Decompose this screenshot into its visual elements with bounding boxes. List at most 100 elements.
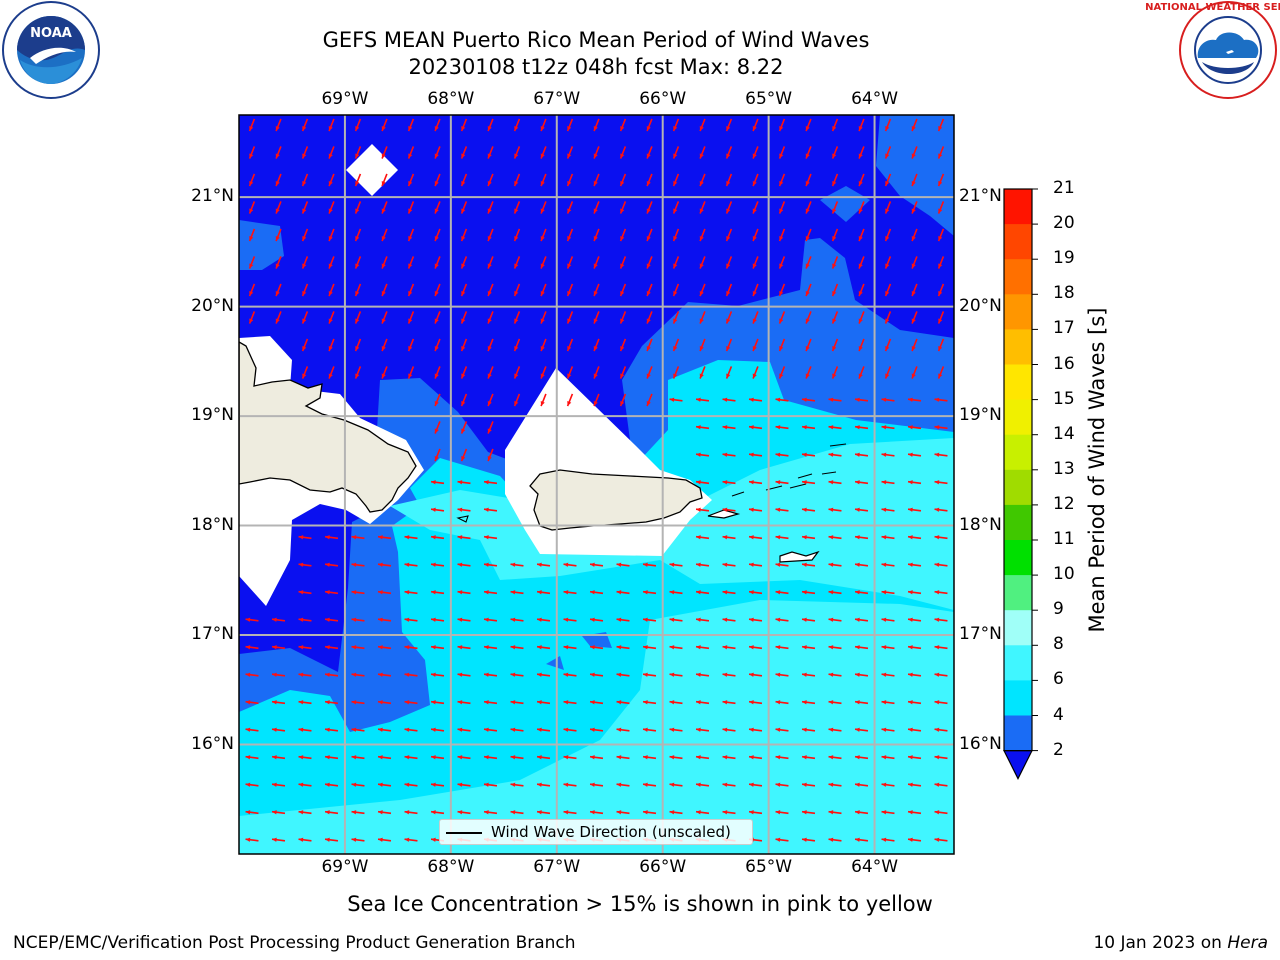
wave-direction-arrow: [828, 397, 842, 402]
wave-direction-arrow: [775, 672, 789, 677]
wave-direction-arrow: [858, 146, 865, 159]
wave-direction-arrow: [404, 755, 418, 760]
wave-direction-arrow: [616, 590, 630, 595]
colorbar-tick-label: 14: [1053, 423, 1075, 444]
wave-direction-arrow: [672, 311, 680, 324]
wave-direction-arrow: [937, 256, 945, 269]
wave-direction-arrow: [828, 590, 842, 595]
wave-direction-arrow: [775, 810, 789, 815]
wave-direction-arrow: [381, 366, 388, 379]
wave-direction-arrow: [536, 810, 551, 815]
colorbar-tick-label: 18: [1053, 283, 1075, 304]
wave-direction-arrow: [722, 425, 736, 430]
wave-direction-arrow: [672, 283, 680, 297]
wave-direction-arrow: [328, 228, 335, 242]
wave-direction-arrow: [301, 201, 309, 214]
wave-direction-arrow: [510, 562, 524, 567]
wave-direction-arrow: [725, 366, 733, 379]
legend-label: Wind Wave Direction (unscaled): [491, 823, 731, 841]
wave-direction-arrow: [510, 590, 524, 595]
wave-direction-arrow: [593, 146, 600, 159]
wave-direction-arrow: [775, 617, 789, 622]
wave-direction-arrow: [589, 727, 604, 732]
axis-tick-label: 66°W: [639, 89, 687, 109]
wave-direction-arrow: [536, 617, 551, 622]
wave-direction-arrow: [430, 727, 445, 732]
wave-direction-arrow: [324, 755, 339, 760]
wave-direction-arrow: [642, 782, 657, 787]
wave-direction-arrow: [748, 672, 763, 677]
colorbar-swatch: [1004, 224, 1032, 260]
wave-direction-arrow: [434, 228, 441, 242]
land-vieques: [707, 509, 741, 519]
wave-direction-arrow: [404, 672, 418, 677]
wave-direction-arrow: [778, 256, 786, 269]
wave-direction-arrow: [377, 837, 392, 842]
wave-direction-arrow: [695, 782, 710, 787]
axis-tick-label: 20°N: [959, 295, 1002, 316]
wave-direction-arrow: [748, 700, 763, 705]
colorbar-swatch: [1004, 329, 1032, 365]
wave-direction-arrow: [672, 201, 680, 214]
wave-direction-arrow: [934, 727, 948, 732]
wave-direction-arrow: [298, 645, 312, 650]
wave-direction-arrow: [805, 256, 812, 269]
wave-direction-arrow: [245, 782, 259, 787]
footer-host: Hera: [1227, 933, 1268, 953]
wave-direction-arrow: [801, 810, 816, 815]
axis-tick-label: 16°N: [959, 733, 1002, 754]
wave-direction-arrow: [248, 256, 256, 269]
wave-direction-arrow: [248, 173, 256, 187]
wave-direction-arrow: [324, 645, 339, 650]
wave-direction-arrow: [328, 256, 335, 269]
wave-direction-arrow: [722, 645, 736, 650]
wave-direction-arrow: [540, 338, 547, 352]
wave-direction-arrow: [907, 617, 922, 622]
wave-direction-arrow: [831, 146, 839, 159]
wave-direction-arrow: [457, 535, 471, 540]
wave-direction-arrow: [801, 507, 816, 512]
wave-direction-arrow: [301, 118, 309, 132]
wave-direction-arrow: [748, 425, 763, 430]
wave-direction-arrow: [407, 173, 415, 187]
axis-tick-label: 68°W: [427, 857, 475, 877]
wave-direction-arrow: [907, 645, 922, 650]
wave-direction-arrow: [937, 366, 945, 379]
wave-direction-arrow: [934, 452, 948, 457]
wave-direction-arrow: [669, 700, 683, 705]
wave-direction-arrow: [460, 393, 468, 407]
wave-direction-arrow: [669, 617, 683, 622]
wave-direction-arrow: [248, 311, 256, 324]
wave-direction-arrow: [907, 507, 922, 512]
wave-direction-arrow: [937, 311, 945, 324]
colorbar-extend-arrow: [1003, 750, 1033, 780]
wave-direction-arrow: [854, 645, 869, 650]
wave-direction-arrow: [271, 617, 286, 622]
wave-direction-arrow: [881, 782, 895, 787]
wave-direction-arrow: [354, 338, 362, 352]
wave-direction-arrow: [536, 590, 551, 595]
wave-direction-arrow: [328, 338, 335, 352]
colorbar-tick-label: 17: [1053, 318, 1075, 339]
wave-direction-arrow: [483, 755, 498, 760]
wave-direction-arrow: [404, 590, 418, 595]
wave-direction-arrow: [881, 452, 895, 457]
wave-direction-arrow: [911, 146, 918, 159]
wave-direction-arrow: [642, 562, 657, 567]
wave-direction-arrow: [540, 366, 547, 379]
wave-direction-arrow: [854, 755, 869, 760]
wave-direction-arrow: [460, 448, 468, 462]
wave-direction-arrow: [854, 617, 869, 622]
wave-direction-arrow: [271, 782, 286, 787]
wave-direction-arrow: [487, 118, 494, 132]
wave-direction-arrow: [510, 810, 524, 815]
wave-direction-arrow: [245, 672, 259, 677]
wave-direction-arrow: [881, 425, 895, 430]
wave-direction-arrow: [858, 283, 865, 297]
wave-direction-arrow: [934, 700, 948, 705]
wave-direction-arrow: [801, 837, 816, 842]
wave-direction-arrow: [805, 173, 812, 187]
wave-direction-arrow: [616, 810, 630, 815]
wave-direction-arrow: [434, 146, 441, 159]
